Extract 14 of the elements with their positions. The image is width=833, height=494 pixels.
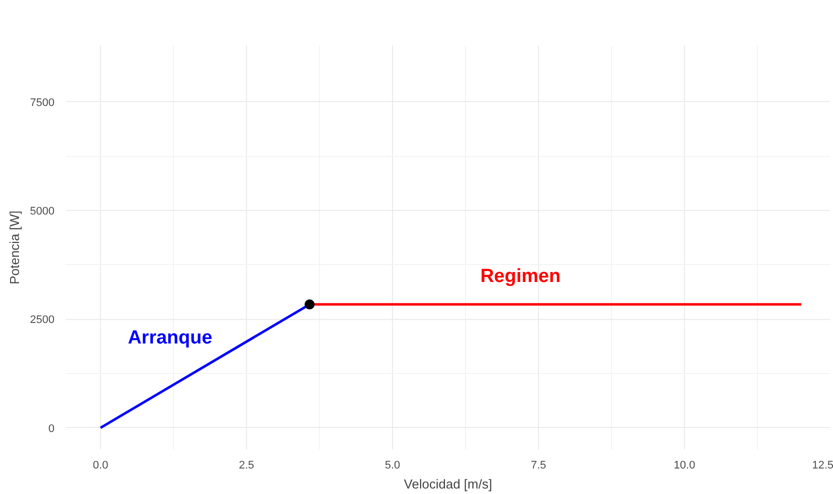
x-tick-label: 10.0 <box>674 460 696 472</box>
x-tick-label: 2.5 <box>238 460 254 472</box>
x-tick-label: 12.5 <box>812 460 833 472</box>
series-label: Arranque <box>128 328 212 349</box>
series-label: Regimen <box>480 266 561 287</box>
y-tick-label: 2500 <box>30 314 55 326</box>
x-tick-label: 5.0 <box>384 460 400 472</box>
y-tick-label: 0 <box>48 422 55 435</box>
y-axis-title: Potencia [W] <box>7 210 22 284</box>
y-tick-label: 5000 <box>30 206 55 218</box>
x-axis-title: Velocidad [m/s] <box>404 476 492 492</box>
x-tick-label: 7.5 <box>530 460 546 472</box>
x-tick-label: 0.0 <box>92 460 108 472</box>
y-tick-label: 7500 <box>30 96 55 109</box>
